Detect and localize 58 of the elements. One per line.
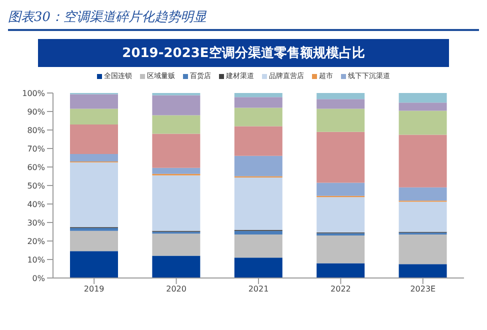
bar — [70, 154, 118, 162]
bar — [152, 234, 200, 256]
bar — [70, 228, 118, 231]
x-tick-label: 2019 — [84, 284, 104, 294]
bar — [398, 93, 447, 103]
y-tick-label: 60% — [27, 162, 46, 172]
bar — [316, 182, 365, 196]
bar — [70, 230, 118, 252]
x-tick-label: 2022 — [330, 284, 351, 294]
y-tick-label: 100% — [22, 88, 46, 98]
bar — [398, 202, 447, 232]
bar — [316, 108, 365, 132]
chart-subtitle: 2019-2023E空调分渠道零售额规模占比 — [38, 39, 449, 67]
bar — [234, 178, 282, 230]
bar — [316, 132, 365, 183]
bar — [316, 93, 365, 100]
bar — [234, 126, 282, 156]
x-tick-label: 2020 — [166, 284, 186, 294]
bar — [152, 134, 200, 168]
bar — [70, 94, 118, 109]
bar — [234, 97, 282, 108]
bar — [70, 124, 118, 154]
bar — [398, 110, 447, 135]
y-tick-label: 20% — [27, 236, 46, 246]
bar — [152, 168, 200, 174]
bar — [234, 234, 282, 258]
y-tick-label: 0% — [32, 274, 46, 283]
y-tick-label: 70% — [27, 144, 46, 154]
bar — [152, 175, 200, 231]
bar — [398, 187, 447, 201]
bar — [70, 162, 118, 228]
bar — [234, 93, 282, 98]
x-tick-label: 2023E — [410, 284, 436, 294]
bar — [70, 108, 118, 124]
bar — [152, 95, 200, 116]
bar — [152, 115, 200, 134]
bar — [152, 256, 200, 278]
bar — [398, 234, 447, 264]
bar — [70, 251, 118, 278]
bar — [234, 230, 282, 235]
bar — [234, 108, 282, 126]
bar — [316, 235, 365, 264]
y-tick-label: 30% — [27, 218, 46, 228]
y-tick-label: 50% — [27, 181, 46, 190]
bar — [316, 263, 365, 278]
y-tick-label: 80% — [27, 126, 46, 135]
bar — [398, 134, 447, 188]
chart-title: 图表30：空调渠道碎片化趋势明显 — [8, 8, 479, 31]
bar — [398, 264, 447, 278]
bar — [398, 102, 447, 111]
y-tick-label: 40% — [27, 200, 46, 209]
bar — [316, 197, 365, 232]
bar — [234, 156, 282, 176]
bar — [234, 258, 282, 278]
y-tick-label: 10% — [27, 255, 46, 264]
bar — [316, 99, 365, 109]
x-tick-label: 2021 — [248, 284, 269, 294]
y-tick-label: 90% — [27, 107, 46, 116]
